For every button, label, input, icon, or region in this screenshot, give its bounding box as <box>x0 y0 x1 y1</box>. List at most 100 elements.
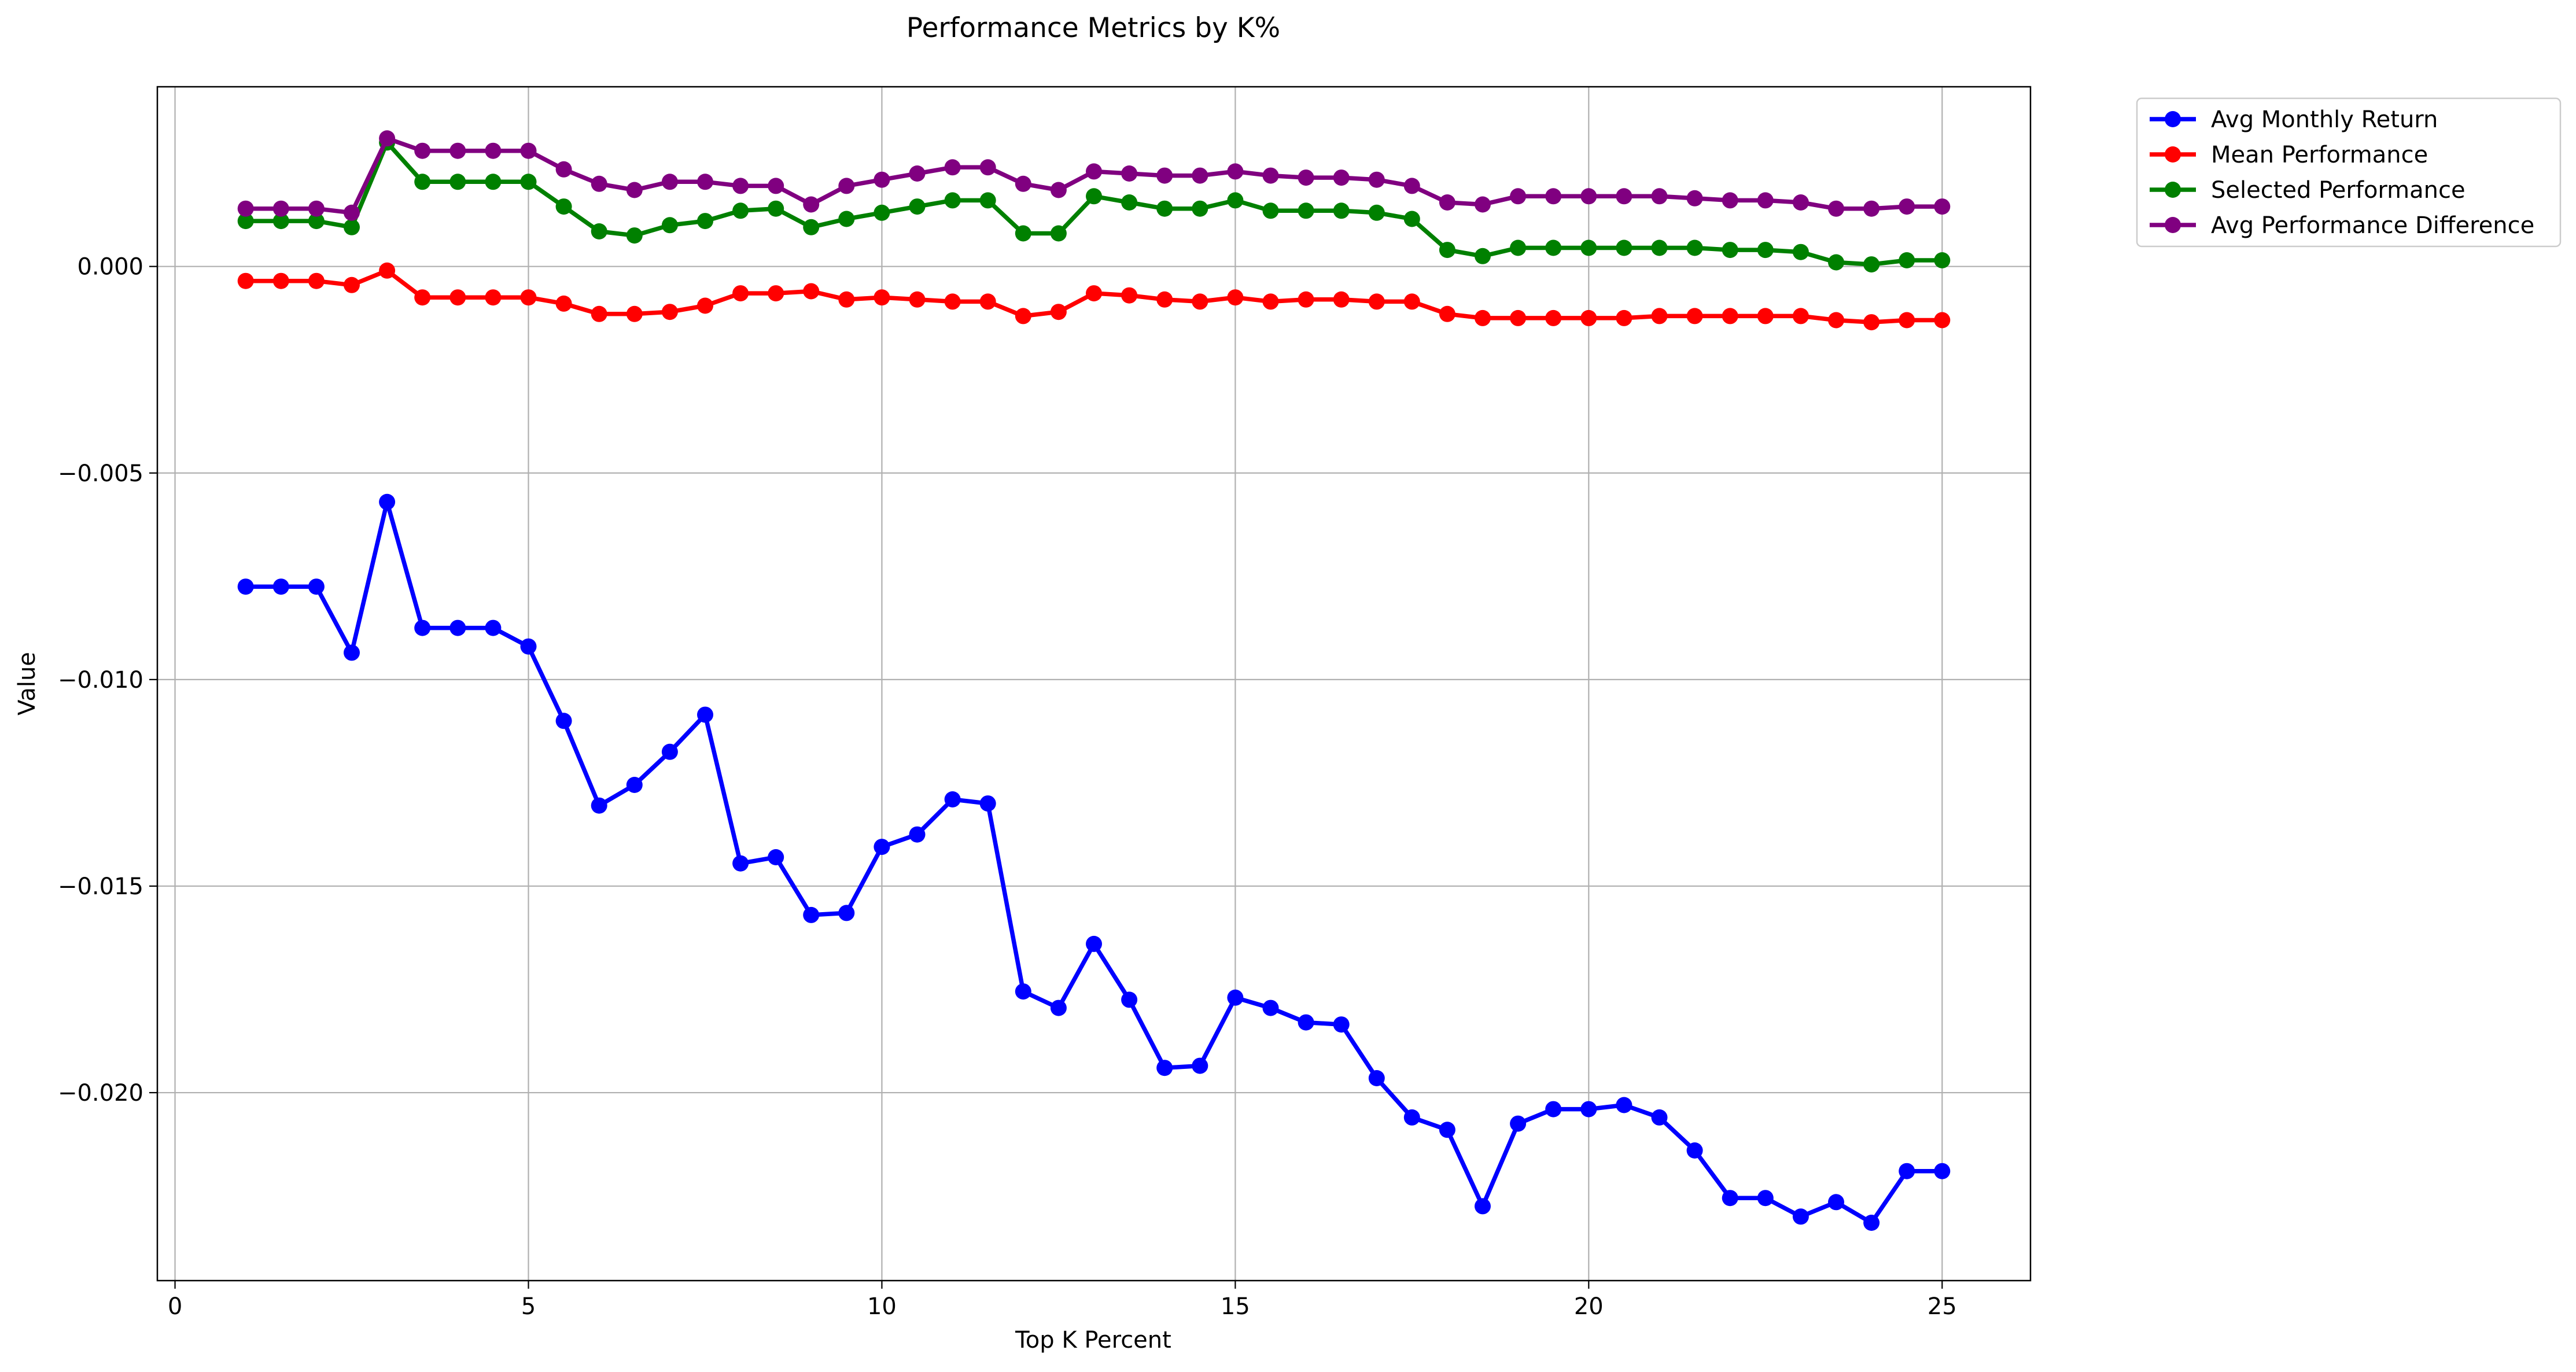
data-point-mean-performance <box>1580 309 1597 326</box>
data-point-selected-performance <box>1050 225 1067 242</box>
data-point-avg-monthly-return <box>1651 1109 1668 1126</box>
data-point-selected-performance <box>1015 225 1031 242</box>
data-point-avg-performance-difference <box>520 142 537 159</box>
data-point-selected-performance <box>1828 254 1844 271</box>
data-point-mean-performance <box>1192 293 1208 310</box>
data-point-mean-performance <box>1368 293 1385 310</box>
data-point-mean-performance <box>1086 285 1102 302</box>
data-point-selected-performance <box>1934 252 1951 268</box>
data-point-avg-performance-difference <box>555 161 572 178</box>
legend-box <box>2136 97 2562 248</box>
data-point-mean-performance <box>1651 308 1668 324</box>
data-point-mean-performance <box>768 285 784 302</box>
data-point-avg-monthly-return <box>1545 1101 1562 1117</box>
data-point-avg-monthly-return <box>1262 1000 1279 1016</box>
data-point-avg-performance-difference <box>1651 188 1668 205</box>
data-point-avg-performance-difference <box>909 165 926 182</box>
data-point-avg-monthly-return <box>308 578 325 595</box>
data-point-mean-performance <box>1686 308 1703 324</box>
data-point-avg-monthly-return <box>1156 1060 1173 1076</box>
x-tick-label: 5 <box>521 1293 536 1320</box>
data-point-avg-performance-difference <box>1686 190 1703 206</box>
data-point-avg-performance-difference <box>379 130 396 147</box>
legend: Avg Monthly Return Mean Performance Select… <box>2136 97 2562 248</box>
data-point-avg-performance-difference <box>1156 167 1173 184</box>
data-point-avg-performance-difference <box>344 204 360 221</box>
data-point-selected-performance <box>697 213 713 230</box>
data-point-selected-performance <box>414 174 431 190</box>
data-point-avg-monthly-return <box>414 619 431 636</box>
data-point-avg-monthly-return <box>768 849 784 865</box>
data-point-selected-performance <box>803 219 820 235</box>
data-point-avg-monthly-return <box>979 795 996 812</box>
data-point-avg-monthly-return <box>1403 1109 1420 1126</box>
data-point-avg-performance-difference <box>591 175 607 192</box>
data-point-avg-performance-difference <box>1934 198 1951 215</box>
data-point-avg-performance-difference <box>1580 188 1597 205</box>
data-point-mean-performance <box>1156 291 1173 308</box>
x-tick-label: 0 <box>168 1293 182 1320</box>
data-point-avg-monthly-return <box>1015 983 1031 1000</box>
data-point-avg-performance-difference <box>944 159 961 176</box>
data-point-selected-performance <box>1580 239 1597 256</box>
data-point-selected-performance <box>661 217 678 234</box>
x-axis-label: Top K Percent <box>1015 1327 1171 1353</box>
data-point-avg-monthly-return <box>1510 1115 1527 1132</box>
data-point-mean-performance <box>1792 308 1809 324</box>
plot-frame <box>156 86 2032 1282</box>
data-point-avg-performance-difference <box>1192 167 1208 184</box>
data-point-avg-performance-difference <box>1792 194 1809 211</box>
data-point-mean-performance <box>979 293 996 310</box>
legend-item-selected-performance: Selected Performance <box>2150 177 2466 204</box>
data-point-selected-performance <box>1651 239 1668 256</box>
legend-swatch-marker <box>2165 182 2181 198</box>
data-point-avg-performance-difference <box>1722 192 1738 209</box>
data-point-avg-monthly-return <box>1863 1215 1880 1231</box>
data-point-mean-performance <box>1439 305 1455 322</box>
data-point-avg-performance-difference <box>1298 169 1314 186</box>
data-point-selected-performance <box>1757 242 1774 259</box>
data-point-avg-monthly-return <box>661 743 678 760</box>
data-point-mean-performance <box>1545 309 1562 326</box>
data-point-avg-performance-difference <box>1368 171 1385 188</box>
data-point-mean-performance <box>1333 291 1350 308</box>
data-point-selected-performance <box>1722 242 1738 259</box>
data-point-avg-monthly-return <box>626 777 643 793</box>
data-point-selected-performance <box>308 213 325 230</box>
data-point-selected-performance <box>449 174 466 190</box>
data-point-mean-performance <box>591 305 607 322</box>
data-point-selected-performance <box>1192 200 1208 217</box>
data-point-avg-performance-difference <box>1262 167 1279 184</box>
data-point-avg-performance-difference <box>1015 175 1031 192</box>
legend-label: Avg Performance Difference <box>2211 212 2534 239</box>
data-point-avg-monthly-return <box>803 906 820 923</box>
data-point-mean-performance <box>874 289 890 306</box>
data-point-selected-performance <box>344 219 360 235</box>
data-point-mean-performance <box>838 291 855 308</box>
data-point-mean-performance <box>803 283 820 300</box>
data-point-avg-monthly-return <box>1899 1163 1915 1179</box>
data-point-avg-performance-difference <box>1899 198 1915 215</box>
data-point-selected-performance <box>1686 239 1703 256</box>
data-point-selected-performance <box>1863 256 1880 273</box>
data-point-selected-performance <box>768 200 784 217</box>
data-point-selected-performance <box>1545 239 1562 256</box>
data-point-avg-monthly-return <box>1686 1142 1703 1159</box>
data-point-selected-performance <box>944 192 961 209</box>
legend-label: Selected Performance <box>2211 177 2466 204</box>
data-point-avg-monthly-return <box>1439 1122 1455 1138</box>
legend-swatch-marker <box>2165 217 2181 233</box>
data-point-selected-performance <box>874 204 890 221</box>
data-point-avg-performance-difference <box>449 142 466 159</box>
data-point-mean-performance <box>520 289 537 306</box>
data-point-mean-performance <box>449 289 466 306</box>
x-tick-label: 25 <box>1928 1293 1957 1320</box>
data-point-avg-monthly-return <box>697 706 713 723</box>
legend-label: Mean Performance <box>2211 142 2428 168</box>
data-point-avg-monthly-return <box>838 905 855 921</box>
data-point-mean-performance <box>485 289 502 306</box>
data-point-mean-performance <box>626 305 643 322</box>
data-point-avg-performance-difference <box>1227 163 1244 180</box>
data-point-selected-performance <box>1298 202 1314 219</box>
